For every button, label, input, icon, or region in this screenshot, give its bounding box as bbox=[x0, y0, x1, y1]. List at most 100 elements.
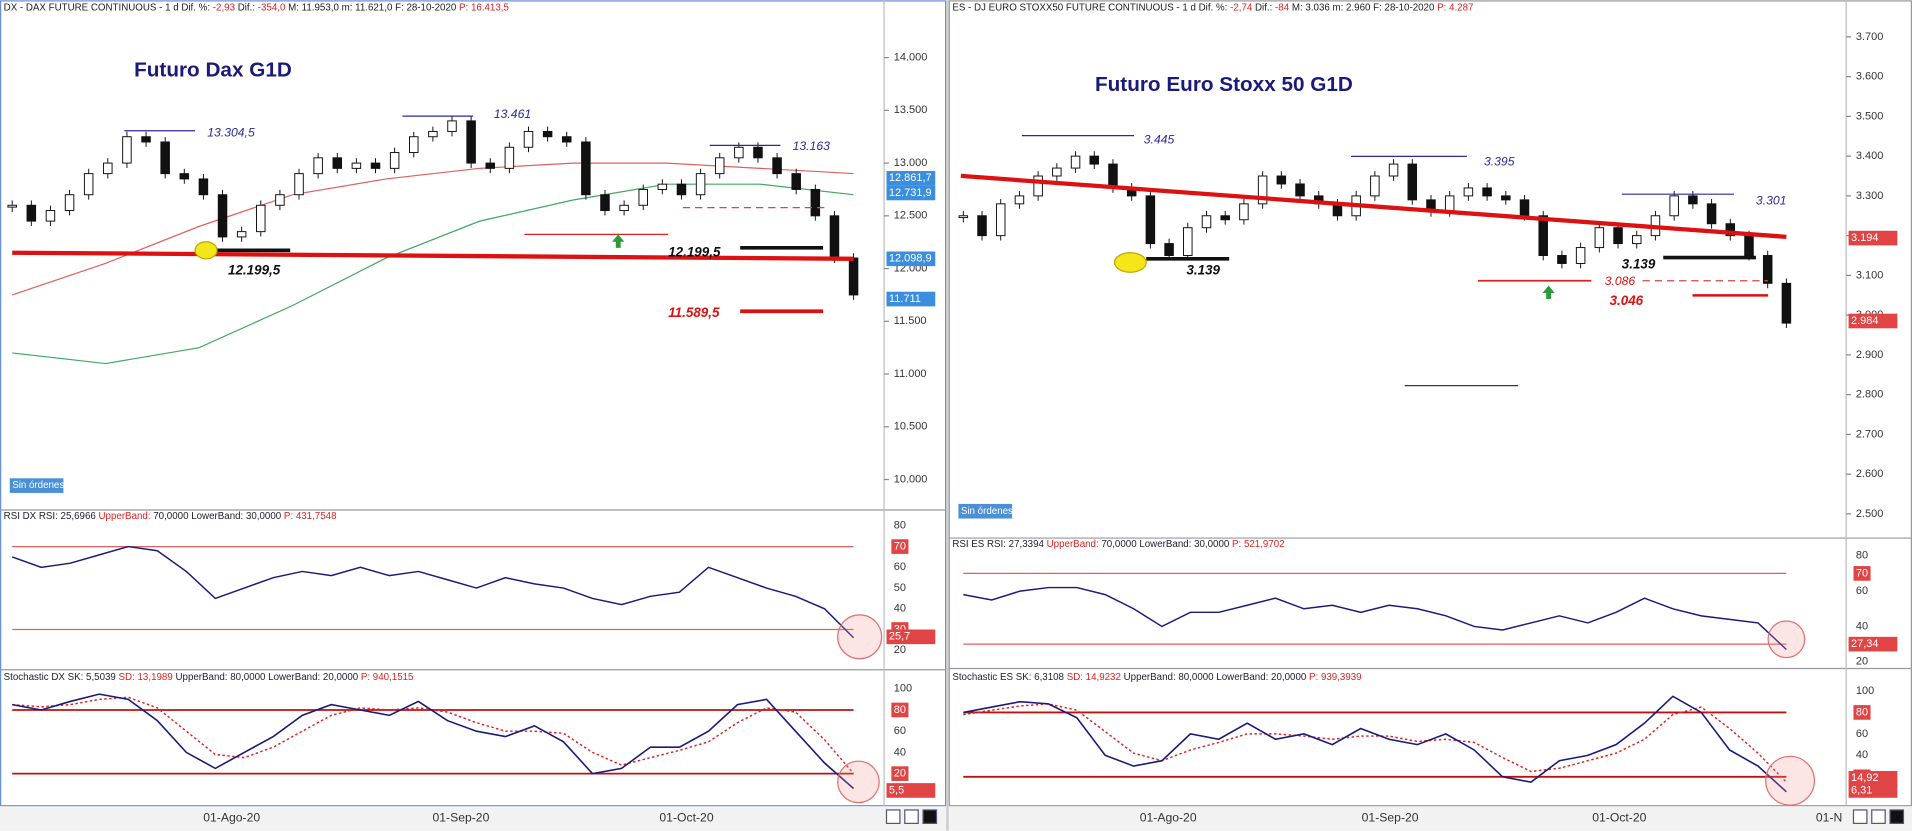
candle bbox=[734, 146, 744, 159]
header-part: ES - DJ EURO STOXX50 FUTURE CONTINUOUS -… bbox=[952, 2, 1227, 13]
candle bbox=[958, 215, 969, 219]
candle bbox=[1557, 255, 1567, 264]
candle bbox=[619, 204, 629, 212]
panel-header: RSI DX RSI: 25,6966 UpperBand: 70,0000 L… bbox=[4, 511, 337, 522]
pane-button[interactable] bbox=[885, 809, 901, 824]
rsi-tick-label: 70 bbox=[894, 540, 906, 552]
candle bbox=[332, 157, 343, 169]
price-tick-label: 3.300 bbox=[1856, 190, 1883, 202]
candle bbox=[791, 173, 801, 190]
header-part: 70,0000 LowerBand: 30,0000 bbox=[151, 511, 282, 522]
panel-header: RSI ES RSI: 27,3394 UpperBand: 70,0000 L… bbox=[952, 539, 1284, 550]
candle bbox=[1070, 155, 1081, 169]
arrow-up bbox=[1542, 285, 1555, 300]
candle bbox=[1538, 215, 1548, 257]
header-part: RSI DX RSI: 25,6966 bbox=[4, 511, 96, 522]
header-part: -354,0 bbox=[255, 2, 286, 13]
header-part: P: 4.287 bbox=[1434, 2, 1473, 13]
candle bbox=[995, 203, 1006, 237]
candle bbox=[1762, 255, 1773, 284]
value-badge-label: 5,5 bbox=[889, 784, 904, 796]
stoch-d-line bbox=[12, 696, 855, 775]
header-part: RSI ES RSI: 27,3394 bbox=[952, 539, 1044, 550]
value-badge-label: 2.984 bbox=[1851, 315, 1878, 327]
highlight-circle bbox=[1765, 755, 1816, 806]
candle bbox=[45, 210, 56, 222]
panel-header: Stochastic ES SK: 6,3108 SD: 14,9232 Upp… bbox=[952, 672, 1361, 683]
level-annotation: 13.304,5 bbox=[207, 125, 255, 139]
header-part: 70,0000 LowerBand: 30,0000 bbox=[1099, 539, 1230, 550]
value-badge-label: 6,31 bbox=[1851, 784, 1872, 796]
date-label: 01-Ago-20 bbox=[203, 811, 260, 825]
header-part: P: 521,9702 bbox=[1229, 539, 1284, 550]
candle bbox=[389, 152, 400, 169]
stoch-tick-label: 100 bbox=[894, 683, 912, 695]
value-badge-label: 3.194 bbox=[1851, 232, 1878, 244]
header-part: M: 11.953,0 m: 11.621,0 F: 28-10-2020 bbox=[285, 2, 456, 13]
candle bbox=[1052, 167, 1062, 177]
pane-button[interactable] bbox=[1889, 809, 1905, 824]
header-part: -2,93 bbox=[210, 2, 235, 13]
price-tick-label: 3.100 bbox=[1856, 269, 1883, 281]
value-badge bbox=[886, 291, 936, 307]
band-tick-badge bbox=[1853, 566, 1871, 581]
candle bbox=[676, 183, 687, 196]
level-annotation: 13.163 bbox=[793, 139, 830, 153]
rsi-tick-label: 60 bbox=[894, 561, 906, 573]
band-tick-badge bbox=[891, 702, 909, 718]
rsi-tick-label: 80 bbox=[894, 520, 906, 532]
header-part: Dif.: bbox=[235, 2, 255, 13]
candle bbox=[523, 130, 534, 148]
candle bbox=[638, 188, 648, 206]
candle bbox=[409, 136, 419, 154]
header-part: UpperBand: bbox=[96, 511, 151, 522]
price-tick-label: 13.000 bbox=[894, 157, 928, 169]
level-annotation: 3.139 bbox=[1622, 256, 1656, 271]
candle bbox=[179, 173, 190, 180]
candle bbox=[1388, 163, 1399, 177]
candle bbox=[1575, 247, 1586, 264]
candle bbox=[1706, 203, 1717, 225]
candle bbox=[714, 157, 725, 175]
candle bbox=[657, 183, 668, 190]
pane-button[interactable] bbox=[904, 809, 919, 824]
value-badge bbox=[886, 251, 936, 267]
candle bbox=[1370, 175, 1380, 197]
price-tick-label: 3.600 bbox=[1856, 71, 1883, 83]
price-tick-label: 2.800 bbox=[1856, 389, 1883, 401]
candle bbox=[313, 157, 323, 175]
splitter[interactable] bbox=[946, 0, 949, 831]
stoch-tick-label: 20 bbox=[894, 768, 906, 780]
candle bbox=[1463, 187, 1474, 197]
value-badge bbox=[886, 171, 936, 186]
pane-button[interactable] bbox=[922, 809, 938, 824]
candle bbox=[64, 194, 75, 212]
right-frame bbox=[948, 0, 1912, 807]
candle bbox=[236, 231, 247, 238]
pane-button[interactable] bbox=[1852, 809, 1868, 824]
header-part: Dif.: bbox=[1252, 2, 1272, 13]
status-label: Sin órdenes bbox=[961, 506, 1013, 517]
candle bbox=[141, 136, 151, 143]
header-part: UpperBand: bbox=[1044, 539, 1099, 550]
header-part: -84 bbox=[1272, 2, 1289, 13]
value-badge bbox=[886, 783, 936, 798]
candle bbox=[600, 194, 610, 212]
price-tick-label: 3.500 bbox=[1856, 110, 1883, 122]
candle bbox=[1014, 195, 1025, 205]
candle bbox=[1781, 282, 1792, 324]
band-tick-badge bbox=[891, 766, 909, 781]
level-annotation: 13.461 bbox=[494, 107, 531, 121]
value-badge-label: 14,92 bbox=[1851, 772, 1878, 784]
header-part: SD: 13,1989 bbox=[116, 672, 173, 683]
rsi-tick-label: 70 bbox=[1856, 567, 1868, 579]
header-part: P: 940,1515 bbox=[358, 672, 414, 683]
level-annotation: 3.086 bbox=[1605, 274, 1636, 288]
rsi-tick-label: 80 bbox=[1856, 550, 1868, 562]
price-tick-label: 10.000 bbox=[894, 473, 928, 485]
value-badge-label: 12.731,9 bbox=[889, 187, 932, 199]
rsi-tick-label: 40 bbox=[894, 603, 906, 615]
pane-button[interactable] bbox=[1871, 809, 1886, 824]
